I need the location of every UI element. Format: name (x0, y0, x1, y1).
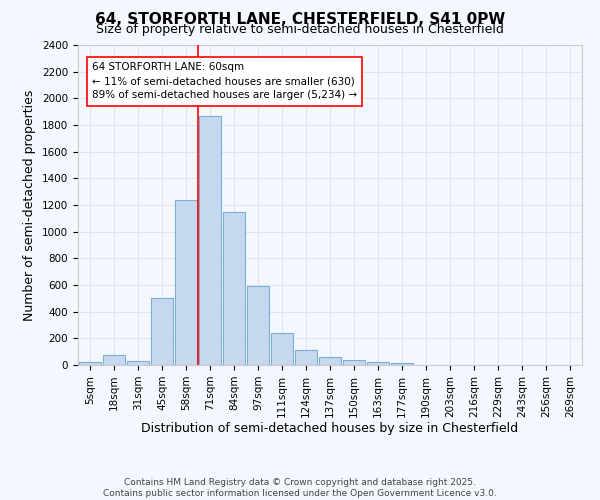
X-axis label: Distribution of semi-detached houses by size in Chesterfield: Distribution of semi-detached houses by … (142, 422, 518, 436)
Y-axis label: Number of semi-detached properties: Number of semi-detached properties (23, 90, 37, 320)
Text: 64 STORFORTH LANE: 60sqm
← 11% of semi-detached houses are smaller (630)
89% of : 64 STORFORTH LANE: 60sqm ← 11% of semi-d… (92, 62, 357, 100)
Bar (343, 360, 365, 365)
Bar (271, 332, 293, 365)
Bar (391, 363, 413, 365)
Text: Contains HM Land Registry data © Crown copyright and database right 2025.
Contai: Contains HM Land Registry data © Crown c… (103, 478, 497, 498)
Bar (223, 212, 245, 365)
Text: Size of property relative to semi-detached houses in Chesterfield: Size of property relative to semi-detach… (96, 22, 504, 36)
Bar (175, 200, 197, 365)
Bar (199, 116, 221, 365)
Bar (295, 350, 317, 365)
Bar (367, 362, 389, 365)
Bar (151, 298, 173, 365)
Bar (79, 362, 101, 365)
Text: 64, STORFORTH LANE, CHESTERFIELD, S41 0PW: 64, STORFORTH LANE, CHESTERFIELD, S41 0P… (95, 12, 505, 28)
Bar (247, 286, 269, 365)
Bar (319, 357, 341, 365)
Bar (127, 361, 149, 365)
Bar (103, 355, 125, 365)
